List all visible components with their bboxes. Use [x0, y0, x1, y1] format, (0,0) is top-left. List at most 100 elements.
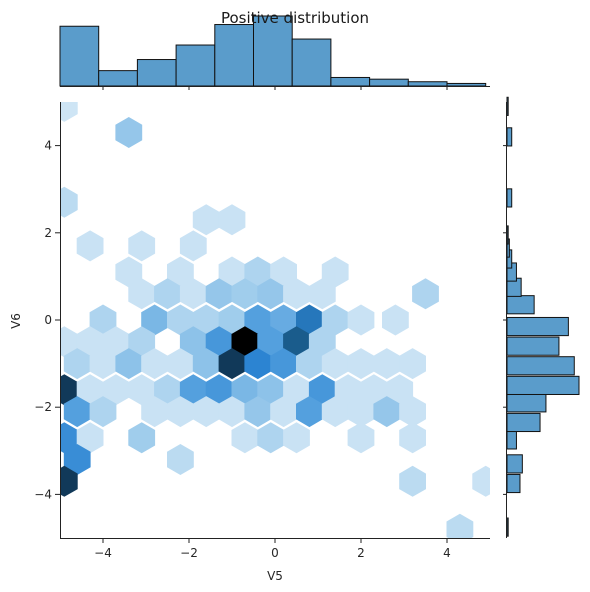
- hexbin-cell: [115, 256, 143, 288]
- hexbin-cell: [283, 422, 310, 454]
- hexbin-cell: [308, 326, 336, 358]
- histogram-bar: [506, 188, 513, 208]
- hexbin-cell: [296, 396, 323, 428]
- histogram-bar: [330, 76, 371, 87]
- hexbin-cell: [102, 374, 130, 406]
- hexbin-cell: [270, 396, 297, 428]
- histogram-bar: [506, 127, 513, 147]
- hexbin-cell: [321, 396, 349, 428]
- hexbin-cell: [399, 348, 426, 380]
- hexbin-cell: [115, 348, 143, 380]
- hexbin-cell: [296, 348, 323, 380]
- hexbin-cell: [257, 278, 285, 310]
- right-marginal-histogram: [503, 96, 580, 538]
- hexbin-cell: [399, 422, 426, 454]
- x-tick-label: 0: [271, 546, 279, 560]
- hexbin-cell: [373, 348, 401, 380]
- hexbin-cell: [179, 326, 207, 358]
- hexbin-cell: [205, 278, 233, 310]
- hexbin-cell: [128, 422, 156, 454]
- histogram-bar: [506, 473, 521, 494]
- y-tick-label: −4: [34, 487, 52, 501]
- histogram-bar: [506, 393, 547, 413]
- hexbin-cell: [128, 374, 156, 406]
- hexbin-cell: [218, 256, 246, 288]
- hexbin-cell: [399, 465, 426, 497]
- histogram-bar: [506, 336, 560, 356]
- histogram-bar: [214, 24, 255, 87]
- hexbin-cell: [283, 374, 310, 406]
- hexbin-cell: [167, 396, 194, 428]
- hexbin-cell: [167, 348, 194, 380]
- histogram-bar: [136, 59, 177, 87]
- hexbin-cell: [321, 348, 349, 380]
- hexbin-cell: [257, 326, 285, 358]
- hexbin-cell: [296, 304, 323, 336]
- y-axis-label: V6: [9, 313, 23, 329]
- y-tick-label: −2: [34, 400, 52, 414]
- hexbin-cell: [192, 396, 220, 428]
- hexbin-cell: [270, 256, 297, 288]
- hexbin-cell: [60, 102, 78, 122]
- hexbin-cell: [231, 278, 259, 310]
- hexbin-cell: [60, 465, 78, 497]
- histogram-bar: [506, 412, 541, 433]
- hexbin-cell: [154, 278, 181, 310]
- hexbin-cell: [76, 422, 104, 454]
- x-tick-label: 4: [443, 546, 451, 560]
- hexbin-cell: [115, 117, 143, 148]
- hexbin-cell: [76, 374, 104, 406]
- hexbin-cell: [270, 348, 297, 380]
- histogram-bar: [98, 70, 138, 87]
- hexbin-cell: [412, 278, 439, 310]
- chart-title: Positive distribution: [221, 9, 369, 27]
- hexbin-cell: [347, 348, 375, 380]
- hexbin-cell: [192, 348, 220, 380]
- hexbin-cell: [334, 374, 362, 406]
- hexbin-cell: [244, 348, 272, 380]
- hexbin-cell: [141, 304, 168, 336]
- hexbin-cell: [179, 230, 207, 262]
- y-tick-label: 2: [44, 226, 52, 240]
- hexbin-cell: [283, 278, 310, 310]
- histogram-bar: [506, 356, 575, 376]
- histogram-bar: [506, 225, 509, 245]
- hexbin-cell: [270, 304, 297, 336]
- hexbin-cell: [179, 278, 207, 310]
- histogram-bar: [506, 454, 523, 474]
- hexbin-cell: [257, 422, 285, 454]
- histogram-bar: [506, 316, 569, 337]
- hexbin-cell: [154, 374, 181, 406]
- hexbin-cell: [167, 304, 194, 336]
- hexbin-cell: [347, 304, 375, 336]
- hexbin-cell: [373, 396, 401, 428]
- hexbin-cell: [89, 348, 117, 380]
- hexbin-cell: [257, 374, 285, 406]
- histogram-bar: [506, 517, 509, 537]
- hexbin-cell: [244, 304, 272, 336]
- hexbin-cell: [167, 256, 194, 288]
- hexbin-cell: [218, 304, 246, 336]
- hexbin-cell: [192, 204, 220, 236]
- hexbin-cell: [141, 348, 168, 380]
- histogram-bar: [369, 78, 409, 87]
- hexbin-cell: [89, 396, 117, 428]
- hexbin-cell: [205, 374, 233, 406]
- hexbin-cell: [244, 256, 272, 288]
- hexbin-cell: [63, 444, 91, 475]
- hexbin-cell: [231, 422, 259, 454]
- hexbin-cell: [60, 422, 78, 454]
- hexbin-cell: [128, 326, 156, 358]
- hexbin-cell: [218, 348, 246, 380]
- hexbin-cell: [360, 374, 388, 406]
- x-tick-label: −4: [94, 546, 112, 560]
- hexbin-cell: [167, 444, 194, 475]
- histogram-bar: [175, 44, 216, 87]
- hexbin-cell: [347, 422, 375, 454]
- x-tick-label: −2: [180, 546, 198, 560]
- hexbin-cell: [244, 396, 272, 428]
- hexbin-cell: [472, 465, 490, 497]
- hexbin-cell: [321, 256, 349, 288]
- histogram-bar: [506, 96, 509, 116]
- hexbin-cell: [386, 374, 414, 406]
